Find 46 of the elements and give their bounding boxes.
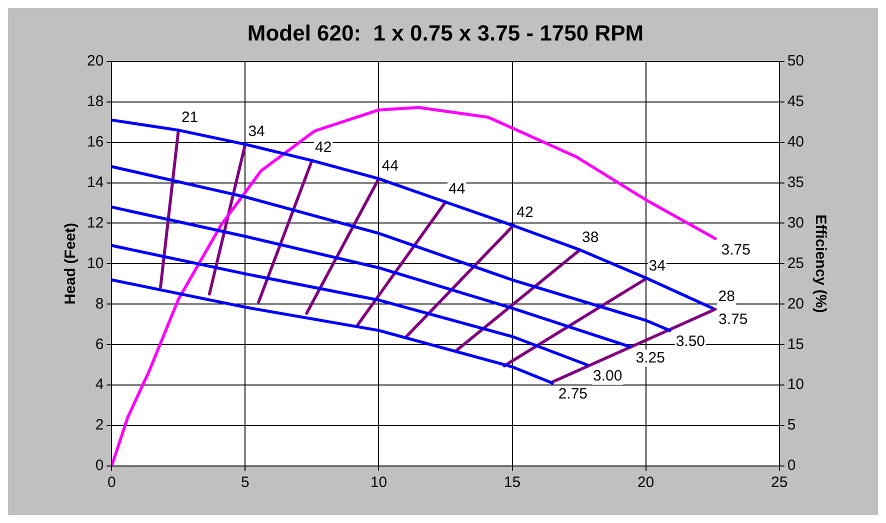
y-tick-label: 16 — [86, 133, 104, 150]
y2-tick-label: 5 — [787, 416, 796, 434]
y2-tick-label: 45 — [787, 93, 804, 110]
y-tick-label: 4 — [95, 376, 104, 394]
annotation: 42 — [314, 139, 332, 156]
y-tick-label: 2 — [95, 416, 104, 434]
series-label: 3.75 — [718, 310, 748, 328]
series-label: 3.25 — [636, 349, 665, 366]
y2-tick-label: 20 — [787, 295, 804, 312]
y2-tick-label: 0 — [787, 457, 796, 474]
x-tick-label: 10 — [370, 474, 388, 492]
y-tick-label: 10 — [86, 254, 104, 272]
y-tick-label: 6 — [95, 336, 104, 353]
y2-tick-label: 25 — [787, 254, 804, 272]
x-tick-label: 15 — [504, 474, 521, 492]
y-tick-label: 20 — [86, 52, 104, 70]
y2-tick-label: 30 — [787, 214, 804, 232]
annotation: 28 — [718, 288, 735, 305]
annotation: 44 — [382, 157, 398, 174]
y-tick-label: 18 — [86, 93, 104, 110]
chart-title: Model 620: 1 x 0.75 x 3.75 - 1750 RPM — [247, 20, 644, 46]
y2-tick-label: 50 — [787, 52, 804, 70]
annotation: 42 — [516, 204, 534, 221]
y-tick-label: 8 — [95, 295, 104, 312]
annotation: 21 — [181, 108, 198, 126]
y-tick-label: 12 — [86, 214, 104, 232]
y-tick-label: 14 — [86, 174, 104, 191]
annotation: 38 — [582, 229, 599, 246]
y-tick-label: 0 — [95, 457, 104, 474]
y2-tick-label: 35 — [787, 174, 804, 191]
y2-axis-title: Efficiency (%) — [812, 214, 829, 313]
series-label: 3.75 — [721, 241, 750, 258]
y2-tick-label: 15 — [787, 336, 804, 353]
x-tick-label: 20 — [637, 474, 654, 492]
y2-tick-label: 10 — [787, 376, 804, 394]
annotation: 34 — [248, 122, 265, 140]
x-tick-label: 0 — [108, 474, 116, 492]
x-tick-label: 5 — [241, 474, 250, 492]
series-label: 3.50 — [676, 333, 706, 350]
y-axis-title: Head (Feet) — [62, 222, 80, 305]
annotation: 34 — [648, 258, 666, 275]
series-label: 2.75 — [558, 386, 588, 403]
y2-tick-label: 40 — [787, 133, 804, 150]
x-tick-label: 25 — [770, 474, 788, 492]
series-label: 3.00 — [593, 367, 622, 384]
annotation: 44 — [448, 180, 466, 198]
